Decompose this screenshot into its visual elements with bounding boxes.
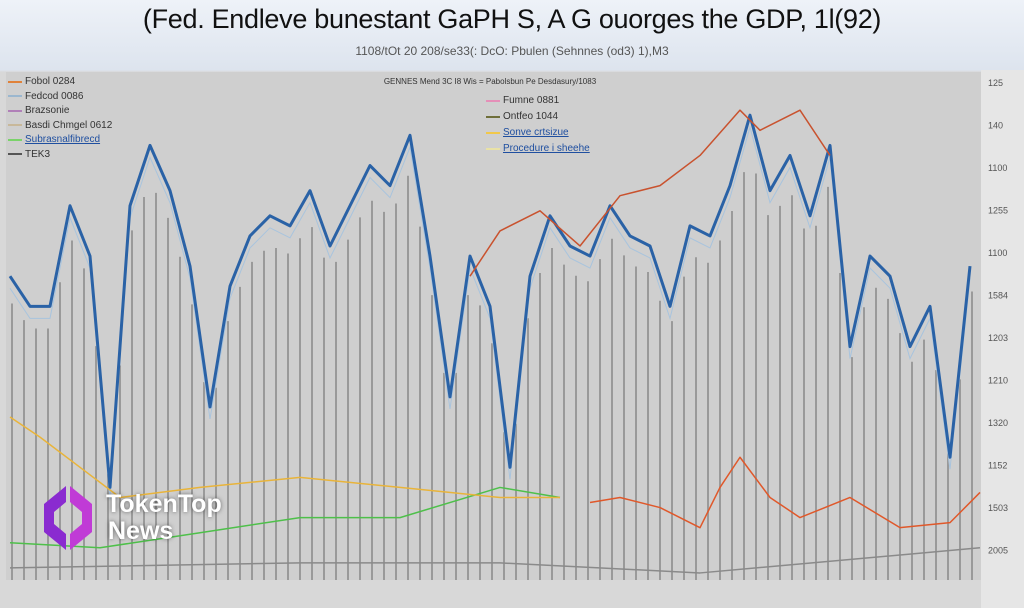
legend-label: Basdi Chmgel 0612 — [25, 119, 113, 131]
watermark: TokenTop News — [40, 482, 222, 554]
y-tick-label: 1320 — [988, 418, 1008, 428]
chart-area: 125 140 1100 1255 1100 1584 1203 1210 1320 1152 15… — [6, 70, 1024, 608]
y-tick-label: 1255 — [988, 206, 1008, 216]
legend-swatch — [8, 80, 22, 83]
y-tick-label: 1100 — [988, 248, 1007, 258]
y-tick-label: 2005 — [988, 546, 1008, 556]
legend-label: Subrasnalfibrecd — [25, 134, 101, 145]
legend-item: Fedcod 0086 — [8, 91, 83, 102]
legend-label: Fedcod 0086 — [25, 90, 84, 102]
y-tick-label: 1100 — [988, 163, 1007, 173]
series-line-3 — [9, 486, 561, 549]
legend-label: Sonve crtsizue — [503, 127, 569, 138]
legend-item: TEK3 — [8, 149, 50, 160]
y-tick-label: 125 — [988, 78, 1003, 88]
series-line-4 — [9, 416, 560, 499]
chart-subtitle: 1108/tOt 20 208/se33(: DcO: Pbulen (Sehn… — [355, 44, 669, 58]
legend-label: Fobol 0284 — [25, 76, 76, 87]
series-line-0 — [8, 113, 972, 489]
y-tick-label: 140 — [988, 121, 1003, 131]
legend-label: Ontfeo 1044 — [503, 111, 559, 122]
y-tick-label: 1584 — [988, 291, 1008, 301]
legend-swatch — [486, 115, 500, 118]
y-tick-label: 1503 — [988, 503, 1008, 513]
y-tick-label: 1152 — [988, 461, 1007, 471]
legend-swatch — [8, 138, 22, 141]
legend-item: Fumne 0881 — [486, 95, 559, 106]
legend-swatch — [486, 99, 500, 102]
legend-item: Ontfeo 1044 — [486, 111, 558, 122]
plot-header: GENNES Mend 3C I8 Wis = Pabolsbun Pe Des… — [384, 77, 597, 86]
legend-item: Subrasnalfibrecd — [8, 134, 100, 145]
legend-label: Procedure i sheehe — [503, 143, 590, 154]
legend-item: Sonve crtsizue — [486, 127, 569, 138]
legend-swatch — [8, 124, 22, 126]
watermark-line2: News — [108, 517, 174, 545]
legend-swatch — [486, 147, 500, 150]
legend-item: Brazsonie — [8, 105, 69, 116]
legend-swatch — [8, 95, 22, 97]
y-tick-label: 1210 — [988, 376, 1008, 386]
series-line-5 — [9, 547, 981, 574]
axis-panel — [981, 70, 1024, 608]
series-line-2 — [589, 456, 981, 529]
chart-title: (Fed. Endleve bunestant GaPH S, A G ouor… — [142, 4, 882, 34]
tokentop-logo-icon — [44, 486, 92, 550]
legend-swatch — [486, 131, 500, 134]
y-tick-label: 1203 — [988, 333, 1008, 343]
legend-swatch — [8, 153, 22, 155]
series-line-1 — [469, 109, 831, 277]
legend-swatch — [8, 109, 22, 112]
watermark-line1: TokenTop — [106, 490, 222, 518]
legend-item: Procedure i sheehe — [486, 143, 590, 154]
legend-label: Brazsonie — [25, 105, 70, 116]
legend-label: Fumne 0881 — [503, 95, 560, 106]
legend-item: Fobol 0284 — [8, 76, 75, 87]
legend-item: Basdi Chmgel 0612 — [8, 120, 112, 131]
legend-label: TEK3 — [25, 148, 51, 160]
